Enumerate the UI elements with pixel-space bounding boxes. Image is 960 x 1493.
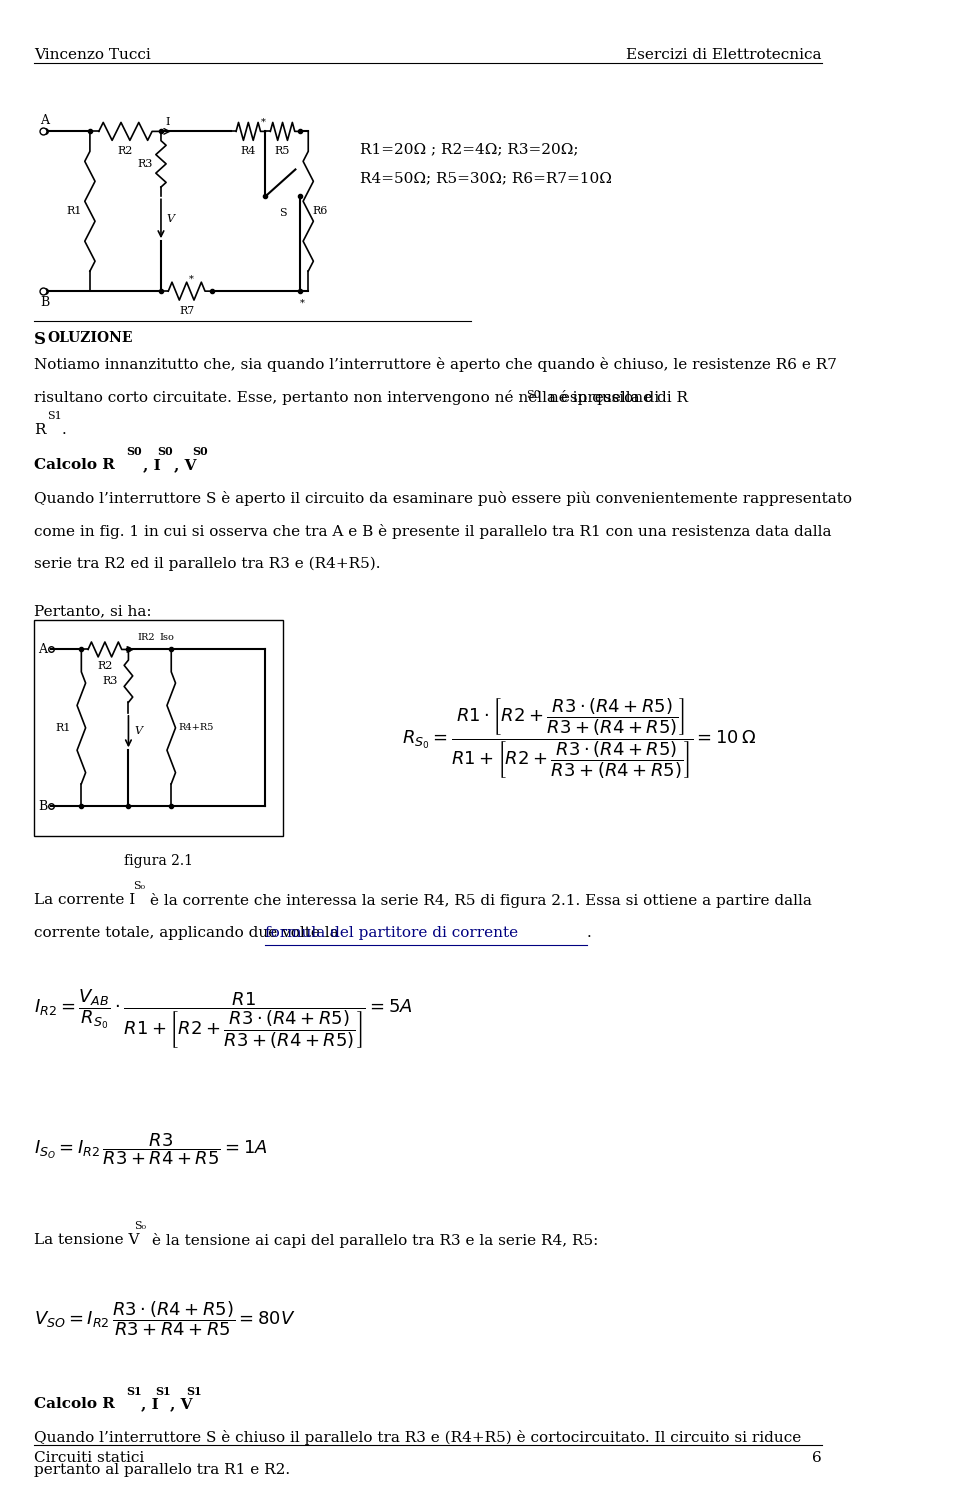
Text: R1=20Ω ; R2=4Ω; R3=20Ω;: R1=20Ω ; R2=4Ω; R3=20Ω; [360,142,578,155]
Text: R4: R4 [241,146,256,157]
Text: V: V [134,726,142,736]
Text: Vincenzo Tucci: Vincenzo Tucci [35,48,151,61]
Text: Quando l’interruttore S è aperto il circuito da esaminare può essere più conveni: Quando l’interruttore S è aperto il circ… [35,491,852,506]
FancyBboxPatch shape [35,620,282,836]
Text: , I: , I [141,1397,159,1411]
Text: R4=50Ω; R5=30Ω; R6=R7=10Ω: R4=50Ω; R5=30Ω; R6=R7=10Ω [360,172,612,185]
Text: Pertanto, si ha:: Pertanto, si ha: [35,605,152,618]
Text: R1: R1 [56,723,71,733]
Text: .: . [587,926,591,939]
Text: V: V [166,213,174,224]
Text: $I_{R2} = \dfrac{V_{AB}}{R_{S_0}} \cdot \dfrac{R1}{R1 + \left[ R2 + \dfrac{R3 \c: $I_{R2} = \dfrac{V_{AB}}{R_{S_0}} \cdot … [35,988,413,1051]
Text: S0: S0 [193,446,208,457]
Text: $R_{S_0} = \dfrac{R1 \cdot \left[ R2 + \dfrac{R3 \cdot (R4+R5)}{R3+(R4+R5)} \rig: $R_{S_0} = \dfrac{R1 \cdot \left[ R2 + \… [402,697,756,781]
Text: *: * [261,118,266,127]
Text: S: S [35,331,46,348]
Text: , V: , V [174,458,196,472]
Text: .: . [61,423,66,436]
Text: R5: R5 [275,146,290,157]
Text: è la tensione ai capi del parallelo tra R3 e la serie R4, R5:: è la tensione ai capi del parallelo tra … [152,1233,598,1248]
Text: R3: R3 [103,676,118,687]
Text: come in fig. 1 in cui si osserva che tra A e B è presente il parallelo tra R1 co: come in fig. 1 in cui si osserva che tra… [35,524,831,539]
Text: figura 2.1: figura 2.1 [124,854,193,867]
Text: R2: R2 [97,661,112,672]
Text: B: B [37,800,47,812]
Text: S0: S0 [127,446,142,457]
Text: Circuiti statici: Circuiti statici [35,1451,145,1465]
Text: A: A [40,113,49,127]
Text: A: A [38,643,47,655]
Text: pertanto al parallelo tra R1 e R2.: pertanto al parallelo tra R1 e R2. [35,1463,290,1477]
Text: La tensione V: La tensione V [35,1233,140,1247]
Text: Calcolo R: Calcolo R [35,458,115,472]
Text: S1: S1 [127,1386,142,1396]
Text: S0: S0 [157,446,173,457]
Text: $I_{S_O} = I_{R2} \, \dfrac{R3}{R3+R4+R5} = 1A$: $I_{S_O} = I_{R2} \, \dfrac{R3}{R3+R4+R5… [35,1132,268,1168]
Text: R3: R3 [137,158,153,169]
Text: S1: S1 [186,1386,203,1396]
Text: Quando l’interruttore S è chiuso il parallelo tra R3 e (R4+R5) è cortocircuitato: Quando l’interruttore S è chiuso il para… [35,1430,802,1445]
Text: S1: S1 [47,411,61,421]
Text: R: R [35,423,46,436]
Text: *: * [188,275,193,284]
Text: risultano corto circuitate. Esse, pertanto non intervengono né nella espressione: risultano corto circuitate. Esse, pertan… [35,390,688,405]
Text: Esercizi di Elettrotecnica: Esercizi di Elettrotecnica [627,48,822,61]
Text: corrente totale, applicando due volte la: corrente totale, applicando due volte la [35,926,344,939]
Text: $V_{SO} = I_{R2} \, \dfrac{R3 \cdot (R4+R5)}{R3+R4+R5} = 80V$: $V_{SO} = I_{R2} \, \dfrac{R3 \cdot (R4+… [35,1299,296,1338]
Text: R6: R6 [313,206,328,216]
Text: R7: R7 [179,306,194,317]
Text: , I: , I [143,458,160,472]
Text: formula del partitore di corrente: formula del partitore di corrente [265,926,518,939]
Text: S1: S1 [155,1386,171,1396]
Text: IR2: IR2 [137,633,155,642]
Text: R2: R2 [118,146,133,157]
Text: S₀: S₀ [132,881,145,891]
Text: S: S [278,209,286,218]
Text: serie tra R2 ed il parallelo tra R3 e (R4+R5).: serie tra R2 ed il parallelo tra R3 e (R… [35,557,381,572]
Text: 6: 6 [812,1451,822,1465]
Text: I: I [165,116,170,127]
Text: né in quella di: né in quella di [543,390,659,405]
Text: R4+R5: R4+R5 [179,723,213,733]
Text: Notiamo innanzitutto che, sia quando l’interruttore è aperto che quando è chiuso: Notiamo innanzitutto che, sia quando l’i… [35,357,837,372]
Text: R1: R1 [66,206,82,216]
Text: Iso: Iso [159,633,174,642]
Text: OLUZIONE: OLUZIONE [47,331,132,345]
Text: La corrente I: La corrente I [35,893,135,906]
Text: S0: S0 [527,390,541,400]
Text: *: * [300,299,304,308]
Text: , V: , V [170,1397,192,1411]
Text: Calcolo R: Calcolo R [35,1397,115,1411]
Text: S₀: S₀ [134,1221,147,1232]
Text: è la corrente che interessa la serie R4, R5 di figura 2.1. Essa si ottiene a par: è la corrente che interessa la serie R4,… [150,893,812,908]
Text: B: B [40,296,50,309]
